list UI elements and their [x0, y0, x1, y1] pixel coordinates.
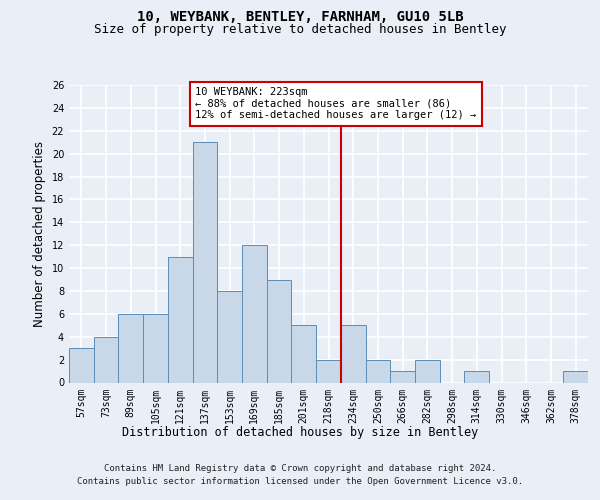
- Bar: [193, 142, 217, 382]
- Bar: [341, 326, 365, 382]
- Text: 10, WEYBANK, BENTLEY, FARNHAM, GU10 5LB: 10, WEYBANK, BENTLEY, FARNHAM, GU10 5LB: [137, 10, 463, 24]
- Text: 10 WEYBANK: 223sqm
← 88% of detached houses are smaller (86)
12% of semi-detache: 10 WEYBANK: 223sqm ← 88% of detached hou…: [195, 88, 476, 120]
- Y-axis label: Number of detached properties: Number of detached properties: [33, 141, 46, 327]
- Text: Contains public sector information licensed under the Open Government Licence v3: Contains public sector information licen…: [77, 478, 523, 486]
- Bar: [415, 360, 440, 382]
- Bar: [94, 336, 118, 382]
- Bar: [143, 314, 168, 382]
- Bar: [118, 314, 143, 382]
- Bar: [242, 245, 267, 382]
- Bar: [217, 291, 242, 382]
- Text: Contains HM Land Registry data © Crown copyright and database right 2024.: Contains HM Land Registry data © Crown c…: [104, 464, 496, 473]
- Bar: [316, 360, 341, 382]
- Bar: [292, 326, 316, 382]
- Text: Distribution of detached houses by size in Bentley: Distribution of detached houses by size …: [122, 426, 478, 439]
- Bar: [464, 371, 489, 382]
- Bar: [168, 256, 193, 382]
- Text: Size of property relative to detached houses in Bentley: Size of property relative to detached ho…: [94, 24, 506, 36]
- Bar: [365, 360, 390, 382]
- Bar: [267, 280, 292, 382]
- Bar: [390, 371, 415, 382]
- Bar: [69, 348, 94, 382]
- Bar: [563, 371, 588, 382]
